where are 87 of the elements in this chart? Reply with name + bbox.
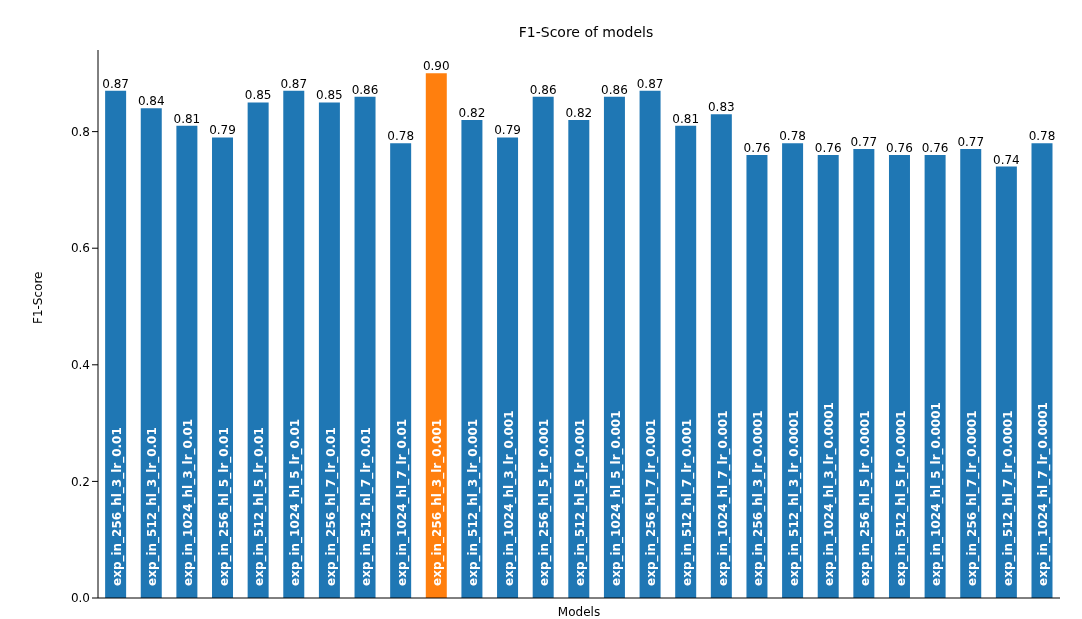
data-label: 0.78	[387, 129, 415, 144]
x-tick-label: exp_in_256_hl_7_lr_0.001	[644, 418, 660, 586]
y-tick-label: 0.2	[70, 474, 90, 489]
x-axis-title: Models	[557, 605, 601, 619]
data-label: 0.85	[244, 88, 272, 103]
bar	[995, 166, 1017, 598]
x-tick-label: exp_in_512_hl_3_lr_0.001	[466, 418, 482, 586]
x-tick-label: exp_in_256_hl_3_lr_0.001	[430, 418, 446, 586]
x-tick-label: exp_in_512_hl_5_lr_0.001	[573, 418, 588, 586]
bar	[1031, 143, 1053, 598]
x-tick-label: exp_in_256_hl_7_lr_0.01	[323, 427, 339, 586]
data-label: 0.79	[494, 123, 521, 138]
bar	[212, 137, 234, 598]
data-label: 0.81	[672, 111, 700, 126]
data-label: 0.85	[316, 88, 343, 103]
x-tick-label: exp_in_512_hl_5_lr_0.01	[252, 427, 268, 586]
bar	[532, 96, 554, 598]
x-tick-label: exp_in_1024_hl_5_lr_0.0001	[929, 402, 945, 586]
bar	[390, 143, 412, 598]
x-tick-label: exp_in_1024_hl_5_lr_0.001	[608, 410, 624, 586]
data-label: 0.82	[565, 105, 593, 120]
x-tick-label: exp_in_512_hl_7_lr_0.001	[679, 418, 695, 586]
x-tick-label: exp_in_512_hl_5_lr_0.0001	[893, 410, 909, 586]
x-tick-label: exp_in_1024_hl_7_lr_0.001	[715, 410, 731, 586]
bar	[425, 73, 447, 598]
data-label: 0.90	[422, 59, 450, 74]
x-tick-label: exp_in_1024_hl_3_lr_0.01	[181, 418, 197, 586]
bar	[283, 90, 305, 598]
x-tick-label: exp_in_1024_hl_7_lr_0.0001	[1036, 402, 1052, 586]
bar	[888, 154, 910, 598]
data-label: 0.82	[458, 105, 486, 120]
bar	[247, 102, 269, 598]
bar	[746, 154, 768, 598]
x-tick-label: exp_in_512_hl_3_lr_0.01	[145, 427, 161, 586]
y-axis-title: F1-Score	[31, 271, 46, 324]
x-tick-label: exp_in_256_hl_5_lr_0.01	[216, 427, 232, 586]
data-label: 0.84	[137, 94, 165, 109]
data-label: 0.76	[814, 140, 842, 155]
x-tick-label: exp_in_256_hl_7_lr_0.0001	[964, 410, 980, 586]
chart-title: F1-Score of models	[517, 24, 655, 40]
bar	[140, 108, 162, 598]
bar	[354, 96, 376, 598]
data-label: 0.86	[601, 82, 628, 97]
data-label: 0.86	[529, 82, 557, 97]
data-label: 0.76	[743, 140, 771, 155]
x-tick-label: exp_in_256_hl_3_lr_0.01	[109, 427, 125, 586]
bar	[318, 102, 340, 598]
data-label: 0.87	[636, 76, 664, 91]
x-tick-label: exp_in_512_hl_7_lr_0.0001	[1000, 410, 1016, 586]
data-label: 0.74	[993, 152, 1020, 167]
data-label: 0.76	[886, 140, 913, 155]
bar	[675, 125, 697, 598]
x-tick-label: exp_in_1024_hl_5_lr_0.01	[287, 418, 303, 586]
data-label: 0.77	[850, 135, 878, 150]
bar	[497, 137, 519, 598]
y-tick-label: 0.6	[70, 241, 90, 256]
x-tick-label: exp_in_256_hl_5_lr_0.001	[537, 418, 553, 586]
x-tick-label: exp_in_1024_hl_7_lr_0.01	[394, 418, 410, 586]
data-label: 0.87	[102, 76, 129, 91]
data-label: 0.76	[921, 140, 949, 155]
data-label: 0.78	[1028, 129, 1056, 144]
x-tick-label: exp_in_256_hl_3_lr_0.0001	[751, 410, 767, 586]
bar	[105, 90, 127, 598]
bar	[176, 125, 198, 598]
data-label: 0.83	[707, 100, 735, 115]
y-tick-label: 0.0	[70, 591, 90, 606]
bar	[853, 149, 875, 598]
data-label: 0.81	[173, 111, 201, 126]
data-label: 0.86	[351, 82, 379, 97]
x-tick-label: exp_in_512_hl_7_lr_0.01	[359, 427, 375, 586]
y-tick-label: 0.8	[70, 124, 90, 139]
y-tick-label: 0.4	[70, 358, 90, 373]
x-tick-label: exp_in_1024_hl_3_lr_0.001	[501, 410, 517, 586]
data-label: 0.78	[779, 129, 806, 144]
bar	[568, 119, 590, 598]
data-label: 0.79	[209, 123, 236, 138]
bar	[639, 90, 661, 598]
x-tick-label: exp_in_1024_hl_3_lr_0.0001	[822, 402, 838, 586]
bar	[710, 114, 732, 598]
x-tick-label: exp_in_512_hl_3_lr_0.0001	[786, 410, 802, 586]
bar	[782, 143, 804, 598]
x-tick-label: exp_in_256_hl_5_lr_0.0001	[858, 410, 874, 586]
data-label: 0.87	[280, 76, 308, 91]
bar	[960, 149, 982, 598]
bar	[461, 119, 483, 598]
bar	[603, 96, 625, 598]
data-label: 0.77	[957, 135, 985, 150]
